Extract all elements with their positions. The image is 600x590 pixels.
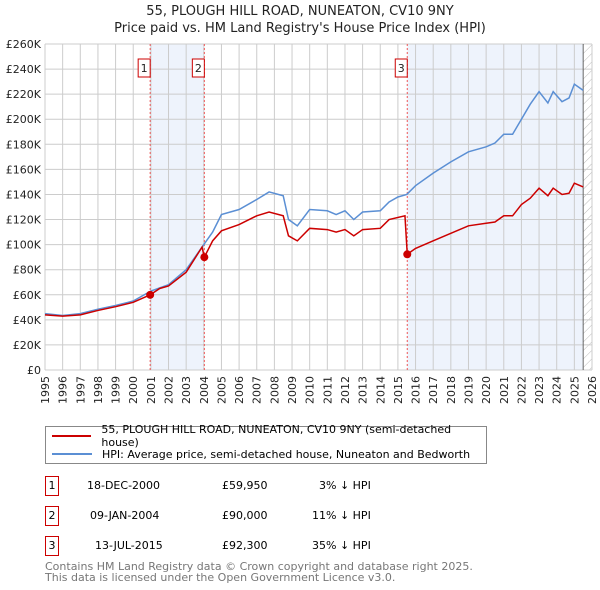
y-tick-label: £120K (6, 214, 42, 227)
sale-point (200, 253, 209, 262)
sale-date: 09-JAN-2004 (90, 509, 160, 522)
sale-row: 1 18-DEC-2000 £59,950 3% ↓ HPI (45, 476, 445, 496)
sale-point (403, 250, 412, 259)
legend: 55, PLOUGH HILL ROAD, NUNEATON, CV10 9NY… (45, 423, 487, 464)
x-tick-label: 1996 (57, 376, 70, 404)
y-tick-label: £20K (13, 339, 42, 352)
x-tick-label: 2022 (515, 376, 528, 404)
x-tick-label: 2008 (268, 376, 281, 404)
x-tick-label: 2009 (286, 376, 299, 404)
x-tick-label: 2003 (180, 376, 193, 404)
sale-marker-label: 3 (398, 62, 405, 75)
legend-swatch-hpi (52, 453, 92, 455)
x-tick-label: 2015 (392, 376, 405, 404)
x-tick-label: 2019 (462, 376, 475, 404)
sale-marker-box (394, 58, 408, 78)
y-tick-label: £260K (6, 38, 42, 51)
sale-marker-box (137, 58, 151, 78)
x-tick-label: 1997 (74, 376, 87, 404)
x-tick-label: 2012 (339, 376, 352, 404)
x-tick-label: 2024 (551, 376, 564, 404)
y-tick-label: £100K (6, 239, 42, 252)
x-tick-label: 2016 (410, 376, 423, 404)
x-tick-label: 2020 (480, 376, 493, 404)
sale-date: 18-DEC-2000 (87, 479, 161, 492)
y-tick-label: £160K (6, 163, 42, 176)
sale-price: £90,000 (222, 509, 268, 522)
y-tick-label: £220K (6, 88, 42, 101)
forecast-hatch (583, 44, 592, 370)
footer-line: This data is licensed under the Open Gov… (45, 571, 396, 584)
legend-swatch-property (52, 435, 92, 437)
x-tick-label: 2021 (498, 376, 511, 404)
y-tick-label: £80K (13, 264, 42, 277)
sale-row: 3 13-JUL-2015 £92,300 35% ↓ HPI (45, 536, 445, 556)
x-tick-label: 2001 (145, 376, 158, 404)
sale-marker-label: 1 (141, 62, 148, 75)
y-tick-label: £240K (6, 63, 42, 76)
sale-point (146, 290, 155, 299)
sale-price: £92,300 (222, 539, 268, 552)
chart-plot: 1995 1996 1997 1998 1999 2000 2001 2002 2003 2004… (6, 38, 599, 404)
x-tick-label: 1995 (39, 376, 52, 404)
sale-hpi: 11% ↓ HPI (312, 509, 371, 522)
x-tick-label: 2000 (127, 376, 140, 404)
y-tick-label: £0 (27, 364, 41, 377)
sale-marker: 2 (45, 506, 59, 526)
y-tick-label: £200K (6, 113, 42, 126)
x-tick-label: 2004 (198, 376, 211, 404)
hpi-line (44, 82, 584, 317)
x-tick-label: 2025 (568, 376, 581, 404)
x-tick-label: 2023 (533, 376, 546, 404)
sale-marker: 1 (45, 476, 59, 496)
x-tick-label: 2014 (374, 376, 387, 404)
x-tick-label: 2005 (215, 376, 228, 404)
footer: Contains HM Land Registry data © Crown c… (45, 561, 473, 583)
shaded-period (150, 44, 205, 370)
x-tick-label: 2010 (304, 376, 317, 404)
x-tick-label: 2018 (445, 376, 458, 404)
sale-hpi: 35% ↓ HPI (312, 539, 371, 552)
chart-subtitle: Price paid vs. HM Land Registry's House … (114, 21, 486, 36)
x-tick-label: 2026 (586, 376, 599, 404)
sale-marker-label: 2 (195, 62, 202, 75)
price-line (44, 182, 584, 317)
footer-line: Contains HM Land Registry data © Crown c… (45, 560, 473, 573)
y-tick-label: £60K (13, 289, 42, 302)
sale-row: 2 09-JAN-2004 £90,000 11% ↓ HPI (45, 506, 445, 526)
legend-label-property: 55, PLOUGH HILL ROAD, NUNEATON, CV10 9NY… (101, 423, 452, 449)
sale-hpi: 3% ↓ HPI (319, 479, 371, 492)
y-tick-label: £180K (6, 138, 42, 151)
x-tick-label: 2011 (321, 376, 334, 404)
x-tick-label: 2002 (163, 376, 176, 404)
chart-title: 55, PLOUGH HILL ROAD, NUNEATON, CV10 9NY (146, 4, 454, 19)
x-tick-label: 2013 (357, 376, 370, 404)
shaded-period (407, 44, 584, 370)
x-tick-label: 2007 (251, 376, 264, 404)
sale-marker: 3 (45, 536, 59, 556)
sale-price: £59,950 (222, 479, 268, 492)
sale-date: 13-JUL-2015 (95, 539, 163, 552)
x-tick-label: 1998 (92, 376, 105, 404)
legend-label-hpi: HPI: Average price, semi-detached house,… (102, 447, 471, 461)
sale-marker-box (191, 58, 205, 78)
x-tick-label: 2006 (233, 376, 246, 404)
x-tick-label: 2017 (427, 376, 440, 404)
x-tick-label: 1999 (110, 376, 123, 404)
y-tick-label: £40K (13, 314, 42, 327)
y-tick-label: £140K (6, 188, 42, 201)
